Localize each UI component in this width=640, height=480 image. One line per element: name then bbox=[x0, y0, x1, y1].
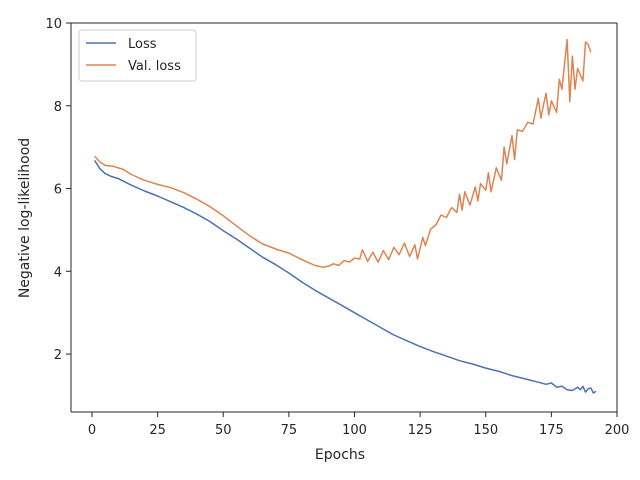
legend: Loss Val. loss bbox=[78, 29, 197, 82]
x-tick-label: 0 bbox=[88, 423, 96, 438]
y-tick-label: 10 bbox=[45, 17, 62, 32]
x-axis-label: Epochs bbox=[315, 447, 365, 463]
plot-background bbox=[71, 23, 617, 412]
series-line-2 bbox=[94, 38, 592, 268]
legend-label-1: Loss bbox=[128, 37, 157, 52]
y-axis-label: Negative log-likelihood bbox=[17, 138, 33, 298]
x-tick-label: 175 bbox=[539, 423, 564, 438]
x-tick-label: 100 bbox=[342, 423, 367, 438]
axes-layer: 0 25 50 75 100 125 150 175 200 2 4 6 8 10 bbox=[45, 17, 629, 438]
plot-area bbox=[71, 23, 617, 412]
x-tick-label: 125 bbox=[408, 423, 433, 438]
y-tick-label: 2 bbox=[54, 348, 62, 363]
x-tick-label: 75 bbox=[281, 423, 298, 438]
series-layer bbox=[93, 38, 597, 394]
legend-label-2: Val. loss bbox=[128, 59, 181, 74]
x-tick-label: 150 bbox=[473, 423, 498, 438]
x-tick-label: 200 bbox=[605, 423, 630, 438]
y-tick-label: 6 bbox=[54, 183, 62, 198]
y-tick-label: 4 bbox=[54, 265, 62, 280]
series-line-1 bbox=[93, 159, 597, 394]
x-tick-label: 25 bbox=[149, 423, 166, 438]
x-tick-label: 50 bbox=[215, 423, 232, 438]
y-tick-label: 8 bbox=[54, 100, 62, 115]
